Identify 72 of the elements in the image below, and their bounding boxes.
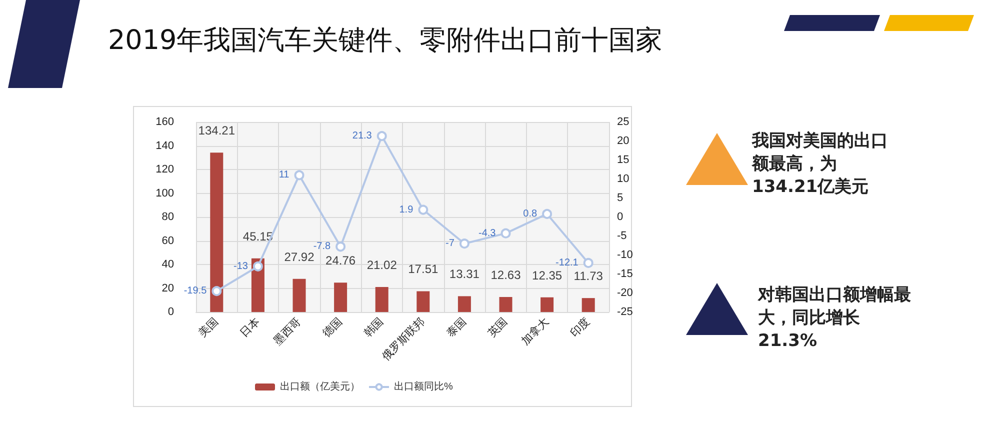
data-label: 13.31 (449, 267, 480, 282)
x-tick-label: 印度 (568, 315, 593, 340)
y2-tick-label: -5 (617, 230, 627, 242)
x-tick-label: 加拿大 (518, 315, 552, 348)
bar (582, 298, 595, 312)
y2-tick-label: 5 (617, 192, 624, 204)
x-tick-label: 泰国 (444, 316, 469, 340)
bar (499, 297, 512, 312)
data-label: -19.5 (184, 286, 208, 297)
y-tick-label: 20 (162, 282, 174, 294)
x-tick-label: 墨西哥 (272, 316, 304, 348)
x-tick-label: 韩国 (361, 315, 386, 340)
data-label: 27.92 (284, 250, 315, 264)
y2-tick-label: -20 (617, 287, 633, 299)
y-tick-label: 140 (156, 140, 174, 152)
point (583, 258, 594, 268)
y-tick-label: 0 (168, 306, 174, 318)
y2-tick-label: 20 (617, 135, 630, 147)
data-label: 17.51 (408, 262, 438, 276)
y2-tick-label: 10 (617, 173, 630, 185)
data-label: -4.3 (478, 228, 496, 239)
point (500, 228, 511, 238)
y-tick-label: 40 (162, 258, 174, 270)
point (252, 261, 263, 272)
x-tick-label: 美国 (196, 315, 221, 340)
bar (540, 297, 554, 312)
data-label: 21.02 (366, 258, 398, 272)
y2-tick-label: 15 (617, 154, 630, 166)
data-label: -7.8 (313, 241, 331, 252)
chart-title: 2019年我国汽车关键件、零附件出口前十国家 (108, 24, 663, 58)
text: 对韩国出口额增幅最大，同比增长21.3% (758, 284, 912, 353)
legend-label: 出口额同比% (394, 380, 453, 392)
bar (210, 152, 224, 312)
x-tick-label: 德国 (320, 316, 345, 340)
y-tick-label: 80 (162, 211, 174, 223)
legend-label: 出口额（亿美元） (280, 380, 360, 392)
point (542, 208, 552, 219)
bar (292, 278, 306, 312)
data-label: 11 (278, 170, 290, 181)
point (212, 286, 222, 296)
y-tick-label: 60 (162, 234, 174, 247)
bar (458, 296, 471, 312)
y2-tick-label: 0 (617, 211, 624, 223)
x-tick-label: 英国 (485, 315, 510, 340)
bar (375, 287, 388, 312)
data-label: -7 (446, 238, 455, 250)
y2-tick-label: -10 (617, 249, 633, 261)
point (294, 170, 304, 180)
y2-tick-label: -25 (617, 306, 633, 318)
data-label: -13 (233, 260, 248, 272)
y-tick-label: 100 (156, 187, 174, 200)
data-label: 134.21 (198, 124, 236, 138)
point (336, 242, 346, 252)
point (459, 238, 470, 249)
text: 我国对美国的出口额最高，为134.21亿美元 (752, 130, 889, 199)
point (418, 204, 428, 215)
y-tick-label: 160 (156, 116, 174, 128)
data-label: 12.63 (490, 268, 522, 282)
x-tick-label: 日本 (237, 315, 262, 340)
data-label: 0.8 (523, 208, 538, 220)
data-label: 1.9 (399, 204, 414, 216)
data-label: 12.35 (532, 268, 562, 282)
y2-tick-label: -15 (617, 268, 633, 280)
y-tick-label: 120 (156, 164, 174, 176)
data-label: 24.76 (326, 254, 356, 268)
data-label: 11.73 (574, 269, 604, 284)
data-label: -12.1 (556, 257, 579, 268)
y2-tick-label: 25 (617, 116, 630, 128)
bar (416, 291, 430, 312)
point (376, 131, 387, 142)
bar (334, 282, 348, 312)
data-label: 21.3 (352, 130, 372, 142)
